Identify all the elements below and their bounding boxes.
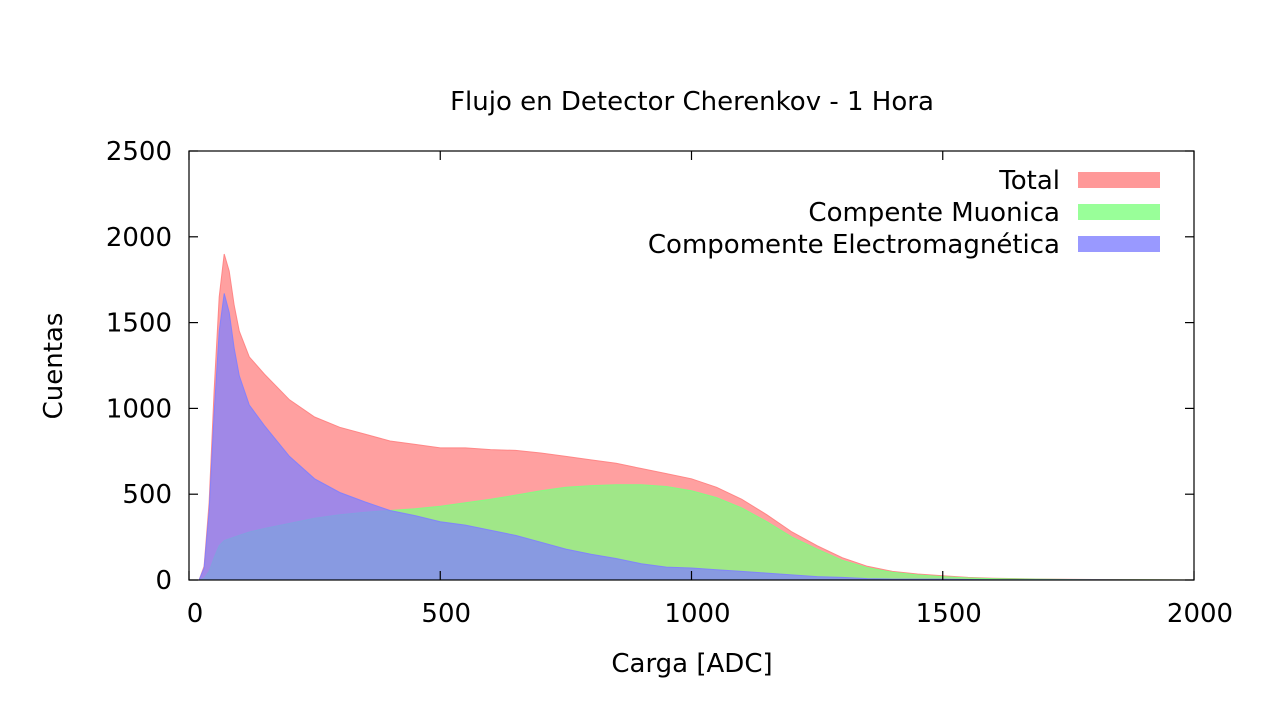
series-area-0: [189, 253, 1195, 581]
chart-title: Flujo en Detector Cherenkov - 1 Hora: [450, 87, 934, 117]
legend-swatch-0: [1078, 172, 1160, 188]
x-tick-label: 0: [187, 599, 204, 629]
legend-swatch-1: [1078, 204, 1160, 220]
legend-label-2: Compomente Electromagnética: [648, 230, 1060, 260]
y-tick-label: 1500: [106, 309, 172, 339]
y-axis-label: Cuentas: [39, 313, 69, 420]
y-tick-label: 1000: [106, 394, 172, 424]
y-tick-label: 2500: [106, 137, 172, 167]
y-tick-label: 0: [155, 566, 172, 596]
y-tick-label: 2000: [106, 223, 172, 253]
legend-label-1: Compente Muonica: [808, 198, 1060, 228]
axes-layer: 0 500 1000 1500 2000 0 500 1000 1500 2000 2500: [106, 137, 1233, 629]
x-tick-label: 500: [421, 599, 471, 629]
x-tick-label: 2000: [1167, 599, 1233, 629]
legend-label-0: Total: [998, 166, 1060, 196]
series-layer: [189, 253, 1195, 581]
x-tick-label: 1500: [916, 599, 982, 629]
x-tick-label: 1000: [664, 599, 730, 629]
y-tick-label: 500: [122, 480, 172, 510]
legend-swatch-2: [1078, 236, 1160, 252]
x-axis-label: Carga [ADC]: [611, 649, 772, 679]
series-area-2: [189, 293, 1194, 581]
